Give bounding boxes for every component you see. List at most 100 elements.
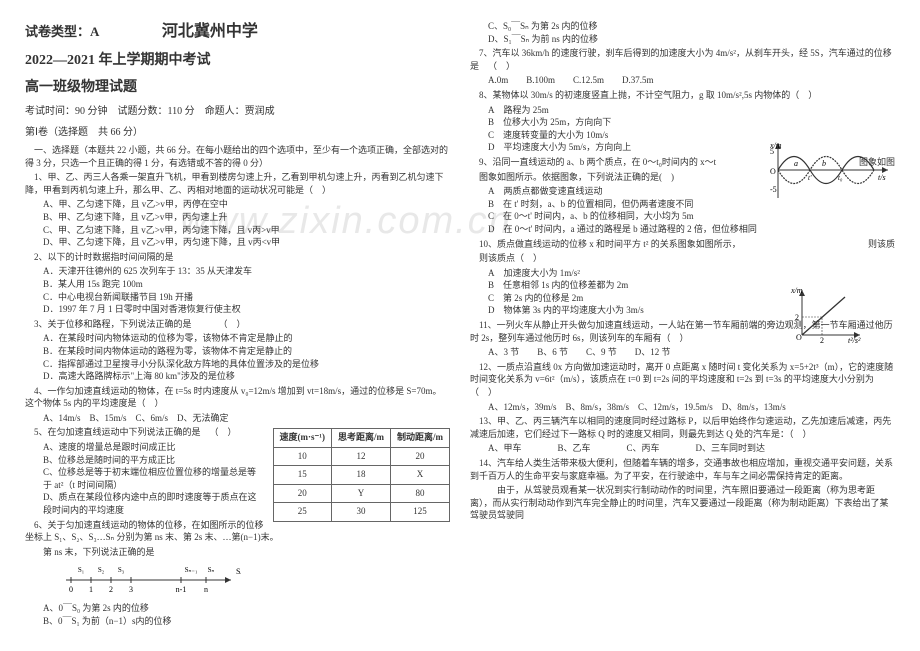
q6-options: 第 ns 末，下列说法正确的是 0 1 2 3 n-1 n S₁ S₂ S₃ S… xyxy=(25,546,450,627)
table-cell: 80 xyxy=(391,484,450,503)
q10-text2: 则该质点（ ） xyxy=(470,252,895,265)
section1-title: 第Ⅰ卷（选择题 共 66 分） xyxy=(25,125,450,140)
q7-options: A.0m B.100m C.12.5m D.37.5m xyxy=(470,74,895,87)
q14-text: 14、汽车给人类生活带来极大便利，但随着车辆的增多，交通事故也相应增加，重视交通… xyxy=(470,457,895,482)
table-row: 15 18 X xyxy=(273,466,449,485)
q9-optD: D 在 0～t' 时间内，a 通过的路程是 b 通过路程的 2 倍，但位移相同 xyxy=(488,223,895,236)
q2-options: A．天津开往德州的 625 次列车于 13：35 从天津发车 B．某人用 15s… xyxy=(25,265,450,315)
q8-optB: B 位移大小为 25m，方向向下 xyxy=(488,116,895,129)
exam-page: 试卷类型：A 河北冀州中学 2022—2021 年上学期期中考试 高一班级物理试… xyxy=(0,0,920,647)
q11-options: A、3 节 B、6 节 C、9 节 D、12 节 xyxy=(470,346,895,359)
svg-text:S₁: S₁ xyxy=(78,566,84,574)
left-column: 试卷类型：A 河北冀州中学 2022—2021 年上学期期中考试 高一班级物理试… xyxy=(25,20,450,627)
q7-text: 7、汽车以 36km/h 的速度行驶，刹车后得到的加速度大小为 4m/s²，从刹… xyxy=(470,47,895,72)
q1-text: 1、甲、乙、丙三人各乘一架直升飞机，甲看到楼房匀速上升，乙看到甲机匀速上升，丙看… xyxy=(25,171,450,196)
q12-options: A、12m/s，39m/s B、8m/s，38m/s C、12m/s，19.5m… xyxy=(470,401,895,414)
svg-text:O: O xyxy=(770,167,776,176)
svg-text:n-1: n-1 xyxy=(176,585,187,594)
sine-wave-graph: x/m O 5 -5 a b t' t₀ t/s xyxy=(770,138,895,203)
q3-text: 3、关于位移和路程，下列说法正确的是 （ ） xyxy=(25,318,450,331)
table-cell: X xyxy=(391,466,450,485)
table-cell: 10 xyxy=(273,447,331,466)
table-cell: 20 xyxy=(273,484,331,503)
q2-optC: C．中心电视台新闻联播节目 19h 开播 xyxy=(43,291,450,304)
table-cell: 30 xyxy=(332,503,391,522)
q2-optB: B．某人用 15s 跑完 100m xyxy=(43,278,450,291)
q2-optD: D．1997 年 7 月 1 日零时中国对香港恢复行使主权 xyxy=(43,303,450,316)
exam-info-line: 考试时间：90 分钟 试题分数：110 分 命题人：贾润成 xyxy=(25,104,450,119)
q3-optA: A．在某段时间内物体运动的位移为零，该物体不肯定是静止的 xyxy=(43,332,450,345)
speed-distance-table: 速度(m·s⁻¹) 思考距离/m 制动距离/m 10 12 20 15 18 X… xyxy=(273,428,450,522)
q10-optA: A 加速度大小为 1m/s² xyxy=(488,267,895,280)
subject-title: 高一班级物理试题 xyxy=(25,77,450,98)
q6-optA: A、0￣S₀ 为第 2s 内的位移 xyxy=(43,602,450,615)
table-header-speed: 速度(m·s⁻¹) xyxy=(273,429,331,448)
svg-text:0: 0 xyxy=(69,585,73,594)
q3-optB: B．在某段时间内物体运动的路程为零，该物体不肯定是静止的 xyxy=(43,345,450,358)
table-header-brake: 制动距离/m xyxy=(391,429,450,448)
table-cell: 25 xyxy=(273,503,331,522)
q6-optD: D、S₁￣Sₙ 为前 ns 内的位移 xyxy=(488,33,895,46)
q3-options: A．在某段时间内物体运动的位移为零，该物体不肯定是静止的 B．在某段时间内物体运… xyxy=(25,332,450,382)
q10-text1: 10、质点做直线运动的位移 x 和时间平方 t² 的关系图象如图所示， xyxy=(479,239,741,249)
svg-text:n: n xyxy=(204,585,208,594)
q8-optA: A 路程为 25m xyxy=(488,104,895,117)
school-name: 河北冀州中学 xyxy=(162,20,258,44)
q6-optB: B、0￣S₁ 为前（n−1）s内的位移 xyxy=(43,615,450,628)
number-line-diagram: 0 1 2 3 n-1 n S₁ S₂ S₃ Sₙ₋₁ Sₙ S/m xyxy=(61,562,241,594)
svg-text:O: O xyxy=(796,333,802,342)
table-row: 25 30 125 xyxy=(273,503,449,522)
right-column: x/m O 5 -5 a b t' t₀ t/s x/m 2 2 t²/s² O… xyxy=(470,20,895,627)
q12-text: 12、一质点沿直线 0x 方向做加速运动时，离开 0 点距离 x 随时间 t 变… xyxy=(470,361,895,399)
q3-optC: C．指挥部通过卫星搜寻小分队深化敌方阵地的具体位置涉及的是位移 xyxy=(43,358,450,371)
q14-text2: 由于，从驾驶员观看某一状况到实行制动动作的时间里，汽车照旧要通过一段距离（称为思… xyxy=(470,484,895,522)
svg-text:3: 3 xyxy=(129,585,133,594)
exam-period-title: 2022—2021 年上学期期中考试 xyxy=(25,50,450,71)
svg-text:Sₙ₋₁: Sₙ₋₁ xyxy=(185,566,198,574)
q9-optC: C 在 0～t' 时间内，a、b 的位移相同，大小均为 5m xyxy=(488,210,895,223)
paper-type: 试卷类型：A xyxy=(25,24,99,39)
header-block: 试卷类型：A 河北冀州中学 xyxy=(25,20,450,44)
table-cell: Y xyxy=(332,484,391,503)
q13-text: 13、甲、乙、丙三辆汽车以相同的速度同时经过路标 P，以后甲始终作匀速运动，乙先… xyxy=(470,415,895,440)
table-cell: 20 xyxy=(391,447,450,466)
section1-instruction: 一、选择题（本题共 22 小题，共 66 分。在每小题给出的四个选项中，至少有一… xyxy=(25,144,450,169)
table-cell: 125 xyxy=(391,503,450,522)
svg-text:1: 1 xyxy=(89,585,93,594)
q1-optC: C、甲、乙匀速下降，且 v乙>v甲，丙匀速下降，且 v丙>v甲 xyxy=(43,224,450,237)
table-cell: 18 xyxy=(332,466,391,485)
table-cell: 15 xyxy=(273,466,331,485)
q4-options: A、14m/s B、15m/s C、6m/s D、无法确定 xyxy=(25,412,450,425)
q1-optA: A、甲、乙匀速下降，且 v乙>v甲，丙停在空中 xyxy=(43,198,450,211)
svg-text:2: 2 xyxy=(795,313,799,322)
q3-optD: D．高速大路路牌标示"上海 80 km"涉及的是位移 xyxy=(43,370,450,383)
svg-text:t': t' xyxy=(808,174,812,182)
q2-optA: A．天津开往德州的 625 次列车于 13：35 从天津发车 xyxy=(43,265,450,278)
svg-text:Sₙ: Sₙ xyxy=(208,566,215,574)
svg-text:t₀: t₀ xyxy=(838,174,843,182)
q6-sub1: 第 ns 末，下列说法正确的是 xyxy=(43,546,450,559)
q9-text1: 9、沿同一直线运动的 a、b 两个质点，在 0～t₀时间内的 x～t xyxy=(479,157,716,167)
svg-text:S/m: S/m xyxy=(236,567,241,576)
table-header-think: 思考距离/m xyxy=(332,429,391,448)
svg-text:x/m: x/m xyxy=(790,286,803,295)
q4-text: 4、一作匀加速直线运动的物体，在 t=5s 时内速度从 v₀=12m/s 增加到… xyxy=(25,385,450,410)
svg-text:b: b xyxy=(822,159,826,168)
svg-text:-5: -5 xyxy=(770,185,777,194)
svg-text:t²/s²: t²/s² xyxy=(848,336,861,345)
svg-text:5: 5 xyxy=(770,147,774,156)
svg-text:S₃: S₃ xyxy=(118,566,125,574)
table-header-row: 速度(m·s⁻¹) 思考距离/m 制动距离/m xyxy=(273,429,449,448)
svg-text:a: a xyxy=(794,159,798,168)
q8-text: 8、某物体以 30m/s 的初速度竖直上抛，不计空气阻力，g 取 10m/s²,… xyxy=(470,89,895,102)
table-cell: 12 xyxy=(332,447,391,466)
q2-text: 2、以下的计时数据指时间间隔的是 xyxy=(25,251,450,264)
table-row: 20 Y 80 xyxy=(273,484,449,503)
q1-optB: B、甲、乙匀速下降，且 v乙>v甲，丙匀速上升 xyxy=(43,211,450,224)
svg-text:2: 2 xyxy=(820,336,824,345)
q6-text: 6、关于匀加速直线运动的物体的位移，在如图所示的位移坐标上 S₁、S₂、S₃…S… xyxy=(25,519,450,544)
q6-options-cont: C、S₀￣Sₙ 为第 2s 内的位移 D、S₁￣Sₙ 为前 ns 内的位移 xyxy=(470,20,895,45)
q1-options: A、甲、乙匀速下降，且 v乙>v甲，丙停在空中 B、甲、乙匀速下降，且 v乙>v… xyxy=(25,198,450,248)
q10-text-side: 则该质 xyxy=(859,238,895,251)
x-t2-graph: x/m 2 2 t²/s² O xyxy=(790,285,865,345)
